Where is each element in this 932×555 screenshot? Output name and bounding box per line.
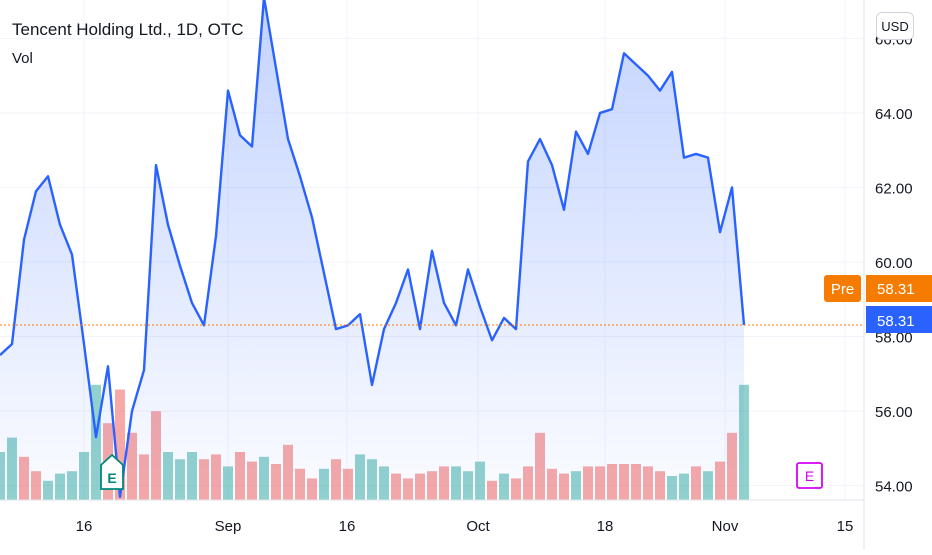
earnings-upcoming-letter: E	[805, 468, 814, 484]
y-tick-label: 58.00	[875, 330, 913, 347]
price-point	[588, 153, 589, 154]
price-point	[228, 90, 229, 91]
last-price-value: 58.31	[877, 313, 915, 330]
last-price-badge	[866, 306, 932, 333]
pre-market-price: 58.31	[877, 281, 915, 298]
price-point	[564, 209, 565, 210]
price-point	[444, 302, 445, 303]
x-tick-label: 16	[76, 518, 93, 535]
x-tick-label: 16	[339, 518, 356, 535]
pre-market-badge	[824, 275, 861, 302]
price-point	[432, 250, 433, 251]
price-point	[336, 329, 337, 330]
price-point	[372, 384, 373, 385]
price-point	[276, 68, 277, 69]
price-point	[312, 217, 313, 218]
price-point	[720, 232, 721, 233]
price-point	[120, 496, 121, 497]
volume-bar-down	[115, 389, 125, 500]
price-point	[108, 366, 109, 367]
price-point	[144, 370, 145, 371]
price-point	[660, 90, 661, 91]
price-point	[684, 157, 685, 158]
x-tick-label: 18	[597, 518, 614, 535]
earnings-upcoming-shape	[796, 462, 823, 489]
earnings-marker-past[interactable]: E	[100, 453, 124, 490]
price-point	[300, 176, 301, 177]
y-tick-label: 62.00	[875, 180, 913, 197]
price-point	[540, 139, 541, 140]
price-point	[696, 153, 697, 154]
price-point	[552, 165, 553, 166]
y-tick-label: 60.00	[875, 255, 913, 272]
price-point	[96, 437, 97, 438]
price-point	[384, 329, 385, 330]
earnings-flag-letter: E	[107, 470, 116, 486]
price-point	[600, 112, 601, 113]
earnings-marker-upcoming[interactable]: E	[796, 462, 823, 489]
price-point	[156, 165, 157, 166]
price-point	[468, 269, 469, 270]
price-point	[648, 75, 649, 76]
price-point	[360, 314, 361, 315]
price-point	[708, 157, 709, 158]
price-point	[396, 302, 397, 303]
price-point	[480, 306, 481, 307]
price-point	[24, 239, 25, 240]
price-point	[168, 224, 169, 225]
currency-button[interactable]: USD	[876, 12, 914, 40]
price-point	[288, 139, 289, 140]
volume-indicator-label[interactable]: Vol	[12, 50, 33, 67]
price-point	[420, 329, 421, 330]
earnings-flag-shape	[100, 453, 124, 490]
pre-market-price-badge	[866, 275, 932, 302]
price-point	[240, 135, 241, 136]
price-point	[492, 340, 493, 341]
x-tick-label: Oct	[466, 518, 490, 535]
x-tick-label: Sep	[215, 518, 242, 535]
price-point	[252, 146, 253, 147]
price-point	[672, 71, 673, 72]
price-point	[48, 176, 49, 177]
price-point	[528, 161, 529, 162]
price-point	[636, 64, 637, 65]
price-point	[504, 317, 505, 318]
x-tick-label: 15	[837, 518, 854, 535]
x-tick-label: Nov	[712, 518, 739, 535]
price-point	[576, 131, 577, 132]
price-point	[36, 191, 37, 192]
pre-market-label: Pre	[831, 281, 854, 298]
price-point	[84, 343, 85, 344]
price-point	[732, 187, 733, 188]
price-point	[60, 224, 61, 225]
price-area-fill	[0, 0, 744, 500]
y-tick-label: 54.00	[875, 479, 913, 496]
price-point	[216, 235, 217, 236]
symbol-title: Tencent Holding Ltd., 1D, OTC	[12, 20, 244, 39]
price-point	[180, 265, 181, 266]
price-point	[72, 254, 73, 255]
price-line	[0, 0, 746, 498]
price-point	[408, 269, 409, 270]
price-point	[324, 273, 325, 274]
price-point	[624, 53, 625, 54]
price-point	[192, 302, 193, 303]
price-point	[612, 109, 613, 110]
y-tick-label: 56.00	[875, 404, 913, 421]
price-point	[132, 411, 133, 412]
price-point	[12, 343, 13, 344]
price-point	[516, 329, 517, 330]
y-tick-label: 64.00	[875, 106, 913, 123]
